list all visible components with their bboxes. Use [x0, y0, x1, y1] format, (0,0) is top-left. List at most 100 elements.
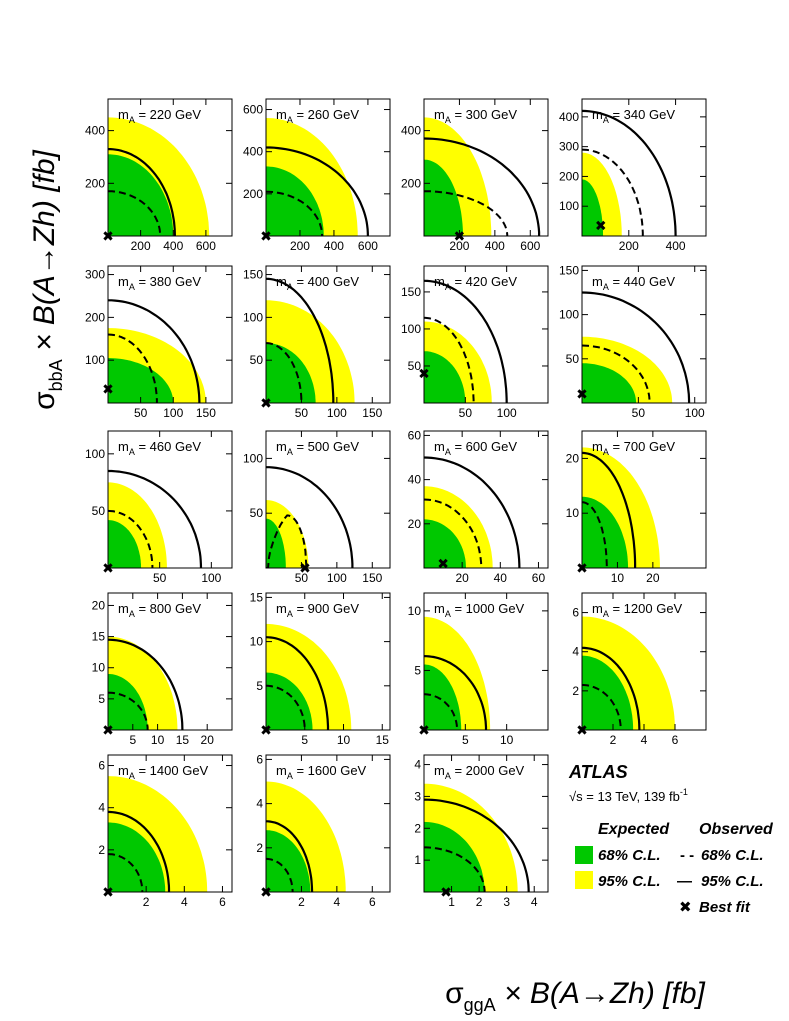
observed-68-contour	[582, 344, 651, 403]
panel-4: 200 400 100 200 300 400 mA = 340 GeV ✖	[559, 98, 707, 253]
panel-1: 200 400 600 200 400 mA = 220 GeV ✖	[85, 98, 233, 253]
observed-68-contour	[424, 316, 475, 403]
legend-obs95-dash: —	[677, 873, 692, 890]
y-tick-label: 600	[243, 103, 263, 117]
plot-area	[582, 109, 677, 236]
x-tick-label: 100	[163, 406, 183, 420]
x-tick-label: 2	[476, 895, 483, 909]
x-tick-label: 5	[462, 733, 469, 747]
y-tick-label: 200	[559, 169, 579, 183]
y-tick-label: 150	[243, 268, 263, 282]
panel-frame	[423, 430, 549, 569]
x-tick-label: 6	[369, 895, 376, 909]
panel-frame	[265, 98, 391, 237]
panel-frame	[265, 754, 391, 893]
best-fit-marker: ✖	[299, 560, 311, 576]
observed-95-contour	[582, 291, 691, 403]
y-tick-label: 100	[85, 447, 105, 461]
legend-obs95-label: 95% C.L.	[701, 873, 764, 890]
panel-frame	[423, 592, 549, 731]
panel-frame	[581, 98, 707, 237]
x-tick-label: 6	[672, 733, 679, 747]
x-tick-label: 2	[610, 733, 617, 747]
best-fit-marker: ✖	[595, 218, 607, 234]
panel-mass-label: mA = 1600 GeV	[276, 763, 367, 781]
observed-95-contour	[266, 820, 314, 892]
expected-68-band	[108, 154, 174, 236]
x-tick-label: 5	[301, 733, 308, 747]
best-fit-marker: ✖	[437, 556, 449, 572]
plot-area	[266, 277, 355, 403]
panel-7: 50 100 50 100 150 mA = 420 GeV ✖	[401, 265, 549, 420]
observed-95-contour	[582, 109, 677, 236]
y-tick-label: 10	[566, 506, 580, 520]
panel-13: 5 10 15 20 5 10 15 20 mA = 800 GeV ✖	[92, 592, 233, 747]
x-tick-label: 20	[201, 733, 215, 747]
y-tick-label: 50	[250, 506, 264, 520]
energy-label-text: √s = 13 TeV, 139 fb	[569, 789, 680, 804]
observed-68-contour	[424, 693, 459, 730]
x-tick-label: 50	[459, 406, 473, 420]
legend-best-fit-icon: ✖	[679, 899, 692, 916]
plot-area	[424, 279, 508, 403]
plot-area	[266, 118, 369, 236]
x-tick-label: 150	[362, 406, 382, 420]
observed-68-contour	[424, 190, 509, 236]
best-fit-marker: ✖	[576, 386, 588, 402]
y-tick-label: 200	[85, 176, 105, 190]
y-tick-label: 4	[572, 645, 579, 659]
x-tick-label: 10	[611, 571, 625, 585]
panel-mass-label: mA = 300 GeV	[434, 107, 517, 125]
observed-95-contour	[266, 636, 330, 730]
panel-mass-label: mA = 700 GeV	[592, 439, 675, 457]
panel-mass-label: mA = 260 GeV	[276, 107, 359, 125]
x-tick-label: 600	[196, 239, 216, 253]
panel-frame	[581, 430, 707, 569]
x-tick-label: 6	[219, 895, 226, 909]
x-tick-label: 100	[497, 406, 517, 420]
panel-frame	[107, 265, 233, 404]
expected-68-band	[582, 655, 634, 730]
observed-68-contour	[266, 342, 303, 403]
y-tick-label: 100	[401, 322, 421, 336]
observed-68-contour	[108, 691, 149, 730]
y-tick-label: 1	[414, 853, 421, 867]
panel-16: 2 4 6 2 4 6 mA = 1200 GeV ✖	[572, 592, 707, 747]
x-tick-label: 2	[143, 895, 150, 909]
y-tick-label: 2	[572, 684, 579, 698]
x-tick-label: 50	[632, 406, 646, 420]
observed-95-contour	[108, 148, 176, 236]
plot-area	[266, 781, 346, 892]
y-tick-label: 10	[408, 604, 422, 618]
x-tick-label: 400	[324, 239, 344, 253]
panel-15: 5 10 5 10 mA = 1000 GeV ✖	[408, 592, 549, 747]
plot-area	[108, 469, 203, 568]
x-tick-label: 600	[520, 239, 540, 253]
observed-68-contour	[424, 498, 483, 568]
y-axis-title: σbbA × B(A→Zh) [fb]	[28, 149, 66, 409]
observed-95-contour	[108, 638, 184, 730]
observed-95-contour	[108, 299, 201, 403]
observed-68-contour	[424, 846, 486, 892]
panel-3: 200 400 600 200 400 mA = 300 GeV ✖	[401, 98, 549, 253]
panel-mass-label: mA = 460 GeV	[118, 439, 201, 457]
observed-68-contour	[108, 333, 158, 403]
y-tick-label: 60	[408, 428, 422, 442]
expected-68-band	[266, 830, 311, 892]
svg-text:σggA × B(A→Zh) [fb]: σggA × B(A→Zh) [fb]	[445, 977, 705, 1015]
panel-mass-label: mA = 1200 GeV	[592, 601, 683, 619]
y-tick-label: 100	[243, 451, 263, 465]
x-tick-label: 100	[201, 571, 221, 585]
expected-68-band	[108, 822, 166, 892]
y-tick-label: 50	[566, 352, 580, 366]
y-tick-label: 20	[566, 451, 580, 465]
best-fit-marker: ✖	[260, 722, 272, 738]
svg-text:σbbA × B(A→Zh) [fb]: σbbA × B(A→Zh) [fb]	[28, 149, 66, 409]
legend-exp68-label: 68% C.L.	[598, 847, 661, 864]
panel-mass-label: mA = 500 GeV	[276, 439, 359, 457]
expected-68-band	[424, 664, 462, 730]
atlas-label: ATLAS	[568, 762, 628, 782]
expected-68-band	[266, 343, 316, 403]
panel-12: 10 20 10 20 mA = 700 GeV ✖	[566, 430, 707, 585]
x-tick-label: 200	[131, 239, 151, 253]
